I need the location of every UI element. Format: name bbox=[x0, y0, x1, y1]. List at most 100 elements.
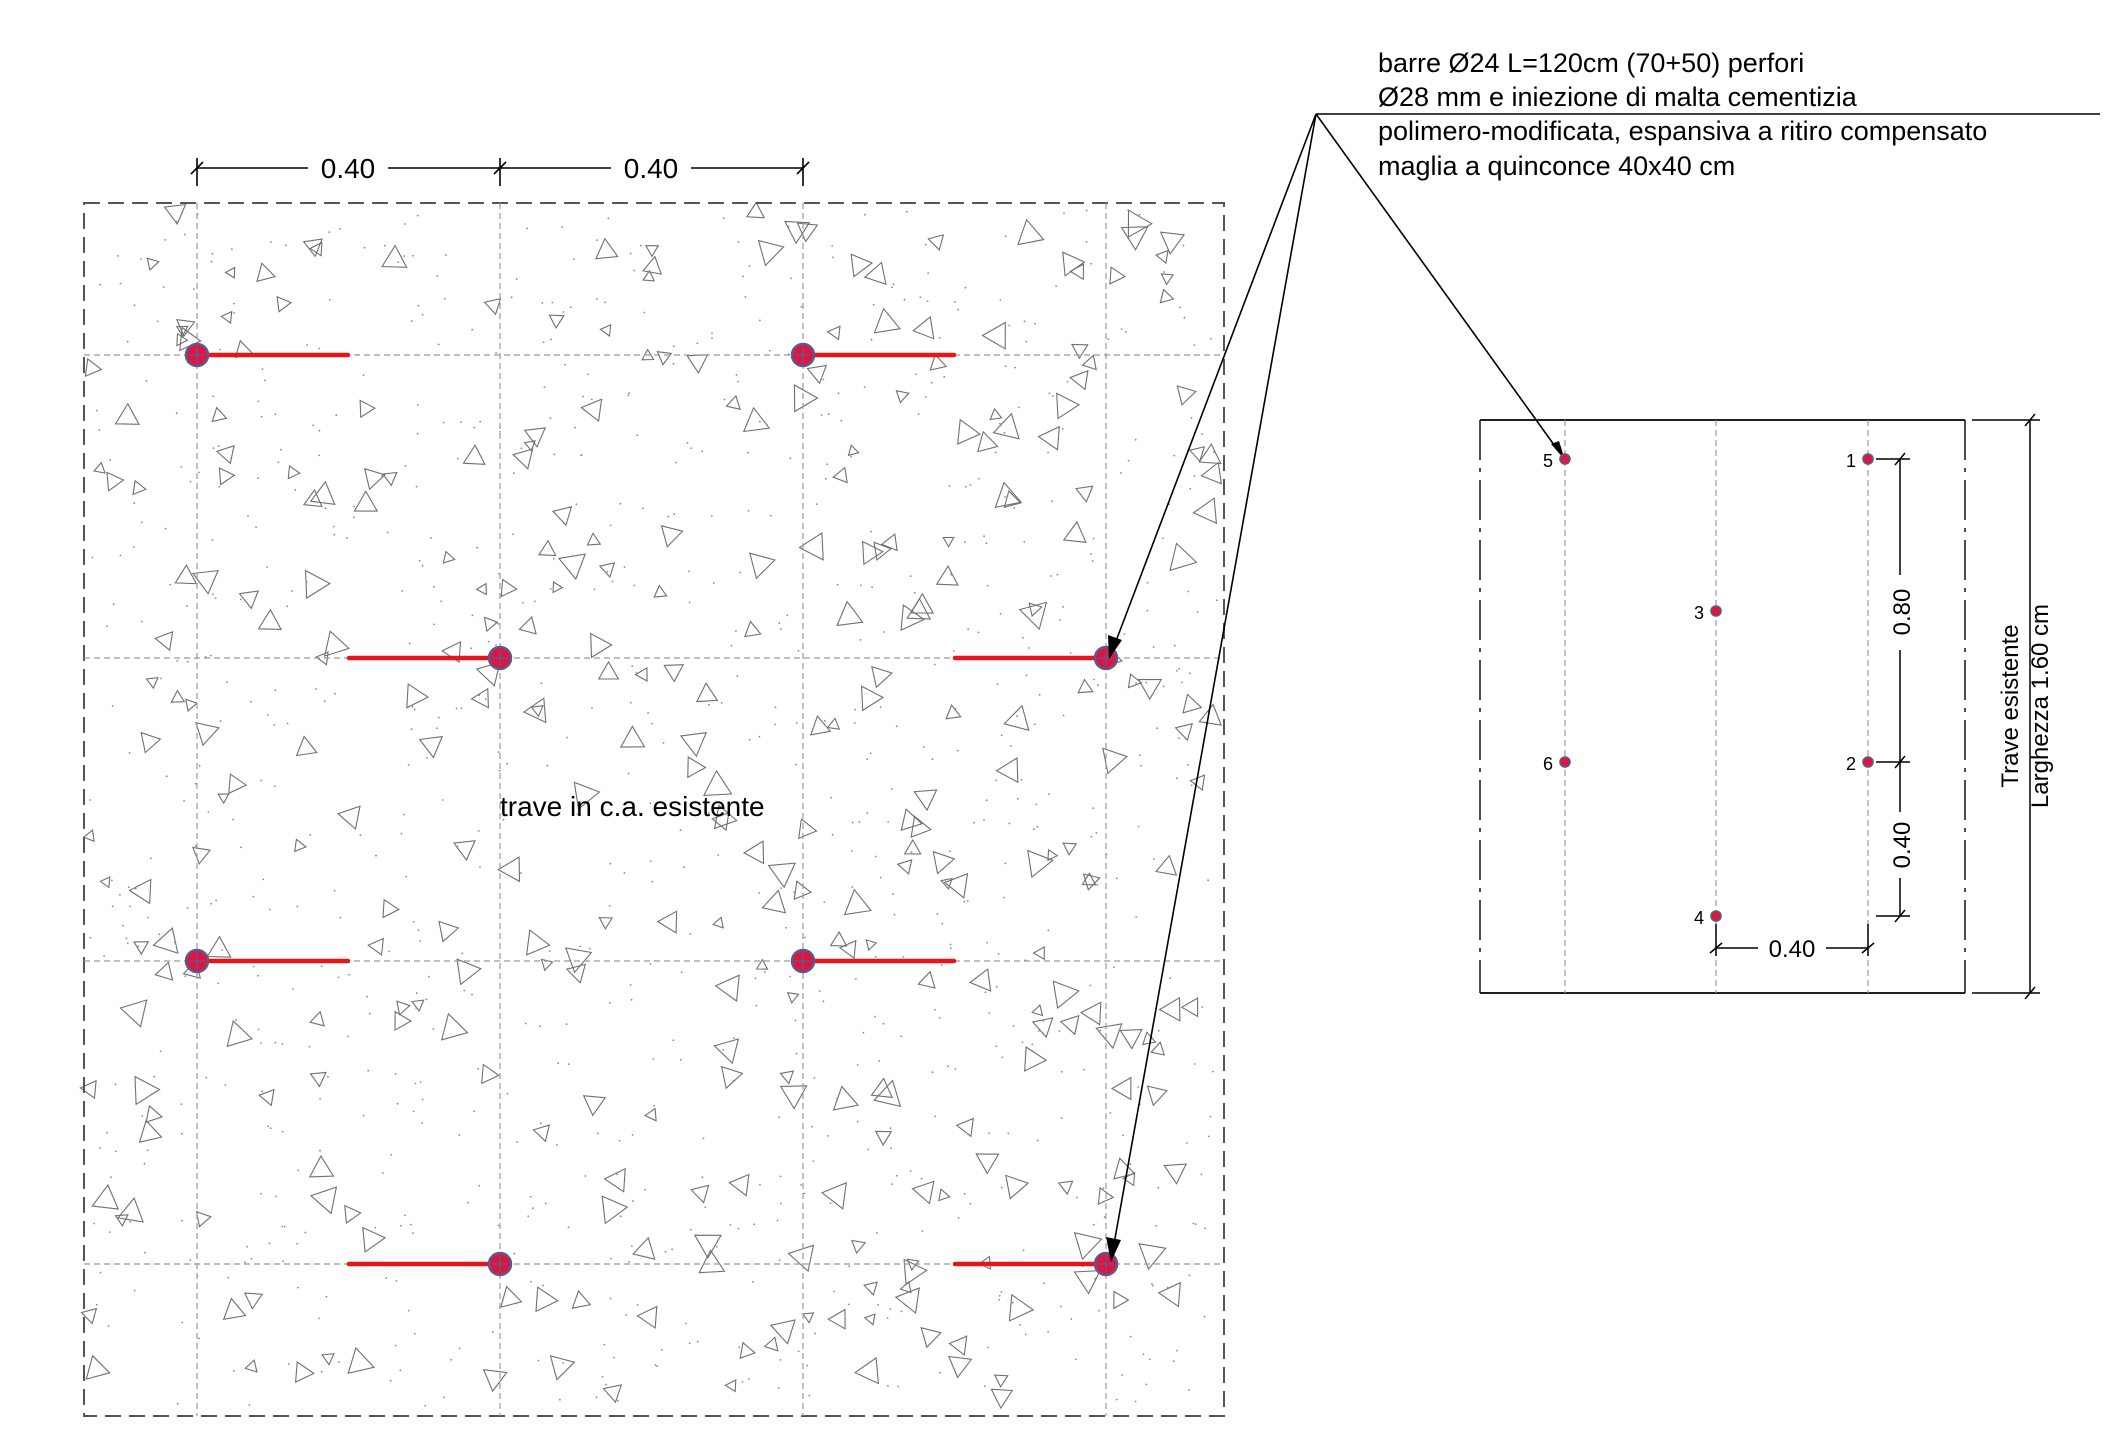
hatch-dot bbox=[1187, 590, 1190, 593]
hatch-aggregate bbox=[523, 439, 536, 452]
hatch-aggregate bbox=[1031, 1004, 1044, 1017]
hatch-dot bbox=[252, 965, 255, 968]
hatch-dot bbox=[436, 727, 438, 730]
hatch-aggregate bbox=[874, 1130, 893, 1147]
hatch-aggregate bbox=[929, 353, 948, 371]
hatch-dot bbox=[870, 530, 872, 533]
hatch-aggregate bbox=[851, 1239, 867, 1255]
hatch-aggregate bbox=[571, 1289, 592, 1309]
hatch-dot bbox=[240, 598, 242, 601]
hatch-dot bbox=[985, 799, 988, 802]
hatch-dot bbox=[720, 702, 723, 704]
hatch-dot bbox=[582, 395, 585, 398]
hatch-dot bbox=[882, 1022, 885, 1025]
hatch-dot bbox=[758, 892, 761, 894]
hatch-aggregate bbox=[598, 917, 614, 931]
hatch-dot bbox=[1014, 366, 1016, 369]
hatch-dot bbox=[1092, 807, 1095, 809]
hatch-dot bbox=[1149, 1358, 1151, 1361]
hatch-dot bbox=[1152, 858, 1155, 860]
hatch-dot bbox=[562, 1362, 565, 1364]
hatch-dot bbox=[467, 1201, 469, 1204]
hatch-dot bbox=[230, 248, 233, 251]
hatch-aggregate bbox=[945, 704, 962, 720]
hatch-dot bbox=[1016, 797, 1019, 800]
hatch-aggregate bbox=[224, 266, 236, 279]
hatch-dot bbox=[221, 949, 224, 951]
hatch-aggregate bbox=[497, 856, 521, 883]
hatch-dot bbox=[551, 301, 554, 304]
hatch-dot bbox=[983, 535, 985, 538]
hatch-aggregate bbox=[1047, 848, 1059, 862]
hatch-dot bbox=[685, 1322, 687, 1325]
hatch-aggregate bbox=[154, 961, 174, 981]
hatch-dot bbox=[319, 1097, 321, 1100]
hatch-dot bbox=[415, 992, 418, 995]
hatch-dot bbox=[1043, 1282, 1046, 1285]
hatch-aggregate bbox=[838, 939, 857, 960]
hatch-dot bbox=[198, 471, 200, 474]
hatch-dot bbox=[401, 590, 404, 592]
hatch-aggregate bbox=[1127, 209, 1153, 239]
hatch-dot bbox=[305, 581, 308, 583]
hatch-dot bbox=[649, 963, 652, 965]
hatch-dot bbox=[593, 588, 596, 591]
hatch-aggregate bbox=[1057, 1180, 1074, 1196]
hatch-dot bbox=[748, 1378, 750, 1380]
hatch-dot bbox=[96, 409, 98, 412]
hatch-dot bbox=[450, 1358, 452, 1361]
leader-line bbox=[1113, 113, 1317, 1245]
hatch-dot bbox=[606, 570, 609, 573]
hatch-dot bbox=[339, 916, 342, 919]
anchor-hole bbox=[487, 1251, 513, 1277]
hatch-dot bbox=[1193, 475, 1196, 477]
anchor-hole bbox=[184, 948, 210, 974]
hatch-dot bbox=[722, 217, 725, 220]
hatch-dot bbox=[924, 396, 927, 398]
hatch-dot bbox=[433, 585, 435, 588]
hatch-dot bbox=[1193, 1063, 1196, 1065]
hatch-dot bbox=[631, 665, 634, 667]
hatch-dot bbox=[266, 566, 269, 568]
hatch-dot bbox=[919, 296, 922, 299]
hatch-aggregate bbox=[927, 234, 945, 251]
hatch-dot bbox=[539, 1025, 541, 1028]
hatch-dot bbox=[1007, 1132, 1010, 1135]
hatch-dot bbox=[683, 866, 685, 869]
leader-arrowheads bbox=[1106, 441, 1565, 1262]
hatch-aggregate bbox=[462, 444, 486, 465]
hatch-aggregate bbox=[195, 721, 220, 747]
hatch-dot bbox=[1190, 417, 1193, 419]
hatch-dot bbox=[998, 1295, 1001, 1297]
hatch-aggregate bbox=[1059, 1014, 1080, 1036]
hatch-aggregate bbox=[1102, 747, 1128, 775]
hatch-dot bbox=[704, 1206, 707, 1209]
hatch-dot bbox=[926, 300, 929, 302]
hatch-dot bbox=[548, 950, 551, 952]
hatch-dot bbox=[1192, 1222, 1195, 1225]
hatch-dot bbox=[274, 1041, 277, 1044]
hatch-dot bbox=[140, 620, 143, 623]
hatch-dot bbox=[1134, 1400, 1137, 1403]
hatch-aggregate bbox=[580, 398, 603, 423]
hatch-aggregate bbox=[215, 444, 235, 465]
hatch-aggregate bbox=[84, 357, 103, 377]
leader-note: barre Ø24 L=120cm (70+50) perfori Ø28 mm… bbox=[1106, 48, 2100, 1262]
hatch-dot bbox=[1051, 395, 1054, 397]
hatch-dot bbox=[132, 546, 135, 548]
hatch-dot bbox=[98, 429, 101, 431]
hatch-dot bbox=[813, 1077, 816, 1079]
hatch-dot bbox=[442, 421, 445, 424]
hatch-dot bbox=[181, 1132, 183, 1135]
hatch-aggregate bbox=[656, 351, 673, 366]
hatch-dot bbox=[426, 757, 428, 759]
anchor-point-1 bbox=[1862, 453, 1874, 465]
hatch-dot bbox=[281, 1225, 284, 1228]
hatch-dot bbox=[667, 515, 670, 518]
hatch-dot bbox=[744, 296, 747, 298]
hatch-dot bbox=[795, 763, 798, 766]
hatch-dot bbox=[519, 872, 522, 874]
hatch-dot bbox=[569, 306, 572, 309]
hatch-dot bbox=[353, 505, 355, 508]
hatch-dot bbox=[780, 887, 782, 889]
